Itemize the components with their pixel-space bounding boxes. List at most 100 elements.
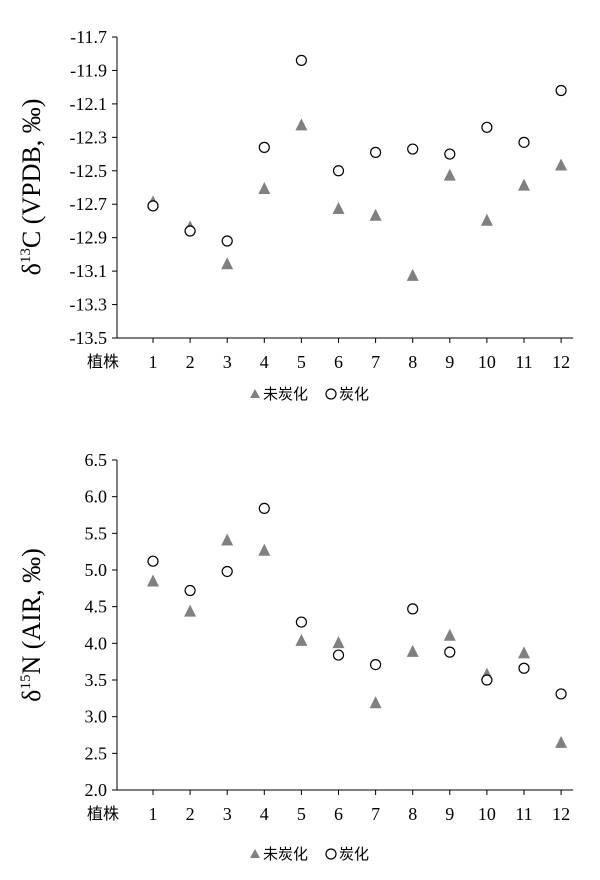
chart-delta13c: -11.7 -11.9 -12.1 -12.3 -12.5 -12.7 -12.9 -13.1… bbox=[17, 27, 574, 403]
x-tick-label: 10 bbox=[478, 804, 496, 824]
x-tick-label: 5 bbox=[297, 804, 306, 824]
x-tick-label: 6 bbox=[334, 352, 343, 372]
data-point-charred bbox=[555, 688, 567, 700]
data-point-charred bbox=[184, 584, 196, 597]
legend: 未炭化 炭化 bbox=[250, 845, 369, 863]
legend-uncharred-label: 未炭化 bbox=[263, 385, 308, 403]
x-tick-label: 7 bbox=[371, 804, 380, 824]
y-tick-label: 5.0 bbox=[85, 560, 108, 580]
data-point-charred bbox=[407, 143, 419, 155]
data-point-charred bbox=[147, 555, 159, 567]
x-tick-label: 9 bbox=[445, 352, 454, 372]
x-tick-label: 12 bbox=[552, 804, 570, 824]
data-point-charred bbox=[407, 603, 419, 615]
y-tick-label: -12.3 bbox=[70, 127, 108, 147]
x-tick-label: 1 bbox=[149, 352, 158, 372]
y-axis-title-sup: 13 bbox=[18, 248, 34, 263]
data-point-charred bbox=[332, 165, 345, 177]
y-tick-label: -11.7 bbox=[70, 27, 107, 47]
x-tick-label: 2 bbox=[186, 352, 195, 372]
y-tick-label: 2.5 bbox=[85, 743, 108, 763]
y-tick-label: -12.9 bbox=[70, 228, 108, 248]
x-tick-label: 11 bbox=[515, 804, 532, 824]
x-tick-label: 2 bbox=[186, 804, 195, 824]
data-point-charred bbox=[444, 646, 456, 658]
y-axis-title: δ13C (VPDB, ‰) bbox=[17, 99, 46, 276]
x-tick-label: 11 bbox=[515, 352, 532, 372]
data-point-uncharred bbox=[480, 213, 493, 226]
x-tick-label: 7 bbox=[371, 352, 380, 372]
data-point-charred bbox=[481, 121, 493, 133]
data-point-uncharred bbox=[295, 118, 308, 131]
x-tick-label: 6 bbox=[334, 804, 343, 824]
data-point-uncharred bbox=[555, 735, 568, 748]
legend-charred-label: 炭化 bbox=[339, 385, 369, 403]
data-point-uncharred bbox=[555, 158, 568, 171]
y-axis-title-sup: 15 bbox=[18, 675, 34, 690]
data-point-charred bbox=[258, 502, 270, 514]
data-point-charred bbox=[518, 136, 530, 148]
data-point-charred bbox=[221, 235, 233, 247]
data-point-charred bbox=[184, 225, 196, 237]
data-point-uncharred bbox=[184, 604, 197, 617]
x-tick-label: 10 bbox=[478, 352, 496, 372]
data-point-uncharred bbox=[332, 636, 345, 649]
y-axis-title: δ15N (AIR, ‰) bbox=[17, 548, 46, 702]
y-axis-title-prefix: δ bbox=[17, 263, 46, 275]
x-tick-label: 4 bbox=[260, 804, 269, 824]
data-point-uncharred bbox=[443, 168, 456, 181]
data-point-charred bbox=[147, 200, 159, 212]
data-point-uncharred bbox=[406, 644, 419, 657]
data-point-uncharred bbox=[221, 257, 234, 270]
legend: 未炭化 炭化 bbox=[250, 385, 369, 403]
data-point-charred bbox=[370, 658, 382, 671]
y-tick-label: -11.9 bbox=[70, 60, 107, 80]
x-tick-label: 9 bbox=[445, 804, 454, 824]
data-point-charred bbox=[555, 84, 567, 97]
y-axis-title-rest: C (VPDB, ‰) bbox=[17, 99, 46, 249]
x-tick-label: 3 bbox=[223, 804, 232, 824]
y-tick-label: 6.5 bbox=[85, 450, 108, 470]
y-tick-label: -12.5 bbox=[70, 161, 108, 181]
data-point-uncharred bbox=[147, 574, 159, 587]
x-axis-label: 植株 bbox=[87, 352, 119, 371]
data-point-charred bbox=[370, 146, 382, 158]
data-point-charred bbox=[332, 649, 345, 661]
y-axis-title-prefix: δ bbox=[17, 690, 46, 702]
y-tick-label: -13.1 bbox=[70, 261, 108, 281]
data-point-uncharred bbox=[369, 696, 382, 709]
legend-charred-marker bbox=[325, 388, 337, 400]
data-point-uncharred bbox=[332, 202, 345, 215]
x-tick-label: 8 bbox=[408, 804, 417, 824]
data-point-uncharred bbox=[518, 646, 530, 659]
legend-uncharred-marker bbox=[250, 849, 260, 858]
legend-uncharred-label: 未炭化 bbox=[263, 845, 308, 863]
y-axis-title-rest: N (AIR, ‰) bbox=[17, 548, 46, 674]
y-tick-label: -12.1 bbox=[70, 94, 108, 114]
x-tick-label: 8 bbox=[408, 352, 417, 372]
y-tick-label: -12.7 bbox=[70, 194, 108, 214]
x-tick-label: 12 bbox=[552, 352, 570, 372]
legend-charred-marker bbox=[325, 848, 337, 860]
y-tick-label: 3.0 bbox=[85, 707, 108, 727]
chart-delta15n: 6.56.05.55.04.54.03.53.02.52.01 2 3 4 5 6 7 8 9 1… bbox=[17, 450, 574, 863]
y-tick-label: 5.5 bbox=[85, 523, 108, 543]
x-tick-label: 1 bbox=[149, 804, 158, 824]
x-tick-label: 4 bbox=[260, 352, 269, 372]
y-tick-label: 4.0 bbox=[85, 633, 108, 653]
data-point-charred bbox=[295, 54, 307, 67]
data-point-uncharred bbox=[443, 628, 456, 641]
data-point-charred bbox=[258, 141, 270, 153]
data-point-uncharred bbox=[518, 178, 530, 191]
data-point-uncharred bbox=[295, 633, 308, 646]
data-point-charred bbox=[444, 148, 456, 160]
y-tick-label: 6.0 bbox=[85, 487, 108, 507]
y-tick-label: -13.5 bbox=[70, 328, 108, 348]
legend-uncharred-marker bbox=[250, 389, 260, 398]
y-tick-label: 2.0 bbox=[85, 780, 108, 800]
data-point-uncharred bbox=[406, 268, 419, 281]
data-point-uncharred bbox=[258, 543, 271, 556]
data-point-charred bbox=[221, 565, 233, 578]
y-tick-label: -13.3 bbox=[70, 295, 108, 315]
